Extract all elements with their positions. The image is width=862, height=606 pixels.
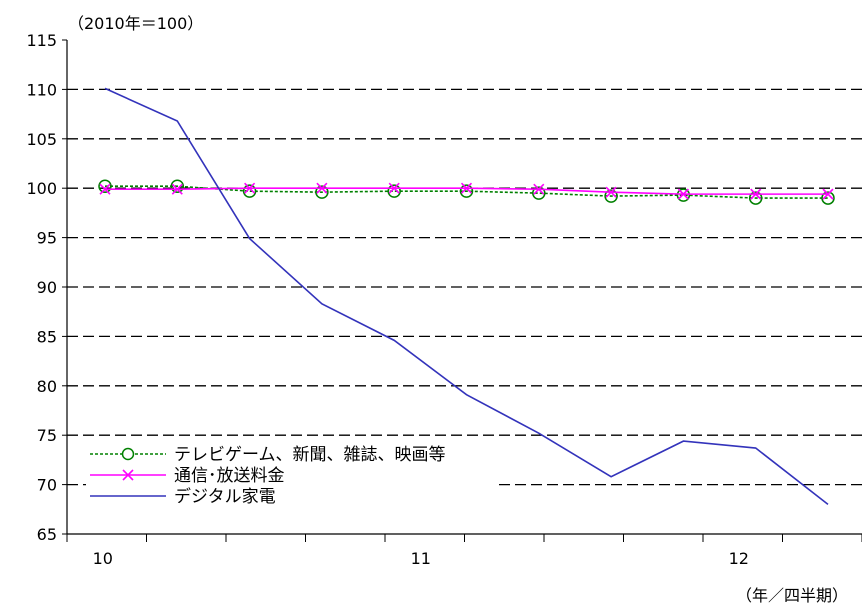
series-point-circle	[387, 184, 401, 198]
series-point-circle	[170, 179, 185, 193]
x-tick-label: 12	[729, 549, 749, 568]
series-point-x	[99, 183, 111, 195]
y-tick-label: 100	[26, 179, 57, 198]
legend-bg	[86, 444, 496, 465]
series-point-circle	[748, 191, 763, 205]
series-point-x	[605, 186, 617, 198]
series-point-x	[677, 188, 689, 200]
y-tick-label: 75	[37, 426, 57, 445]
series-point-circle	[98, 179, 112, 193]
y-tick-label: 95	[37, 229, 57, 248]
y-tick-label: 80	[37, 377, 57, 396]
y-tick-label: 105	[26, 130, 57, 149]
series-point-x	[822, 188, 834, 200]
legend-marker-x	[122, 469, 134, 481]
y-tick-label: 85	[37, 327, 57, 346]
legend-marker-circle	[121, 447, 135, 461]
x-tick-label: 10	[93, 549, 113, 568]
series-line-2	[104, 87, 829, 505]
series-point-x	[388, 182, 400, 194]
series-line-0	[105, 185, 828, 199]
series-point-circle	[676, 188, 691, 202]
series-point-circle	[821, 191, 835, 205]
legend-bg	[86, 486, 496, 507]
y-tick-label: 65	[37, 525, 57, 544]
y-tick-label: 90	[37, 278, 57, 297]
x-unit-label: （年／四半期）	[736, 586, 849, 605]
series-point-circle	[242, 184, 257, 198]
series-point-x	[316, 182, 328, 194]
legend-label: 通信･放送料金	[174, 466, 285, 486]
series-point-x	[460, 182, 473, 194]
series-point-circle	[459, 184, 474, 198]
series-point-circle	[604, 189, 618, 203]
series-point-x	[750, 188, 762, 200]
legend-label: デジタル家電	[174, 486, 276, 507]
legend-bg	[86, 465, 496, 486]
y-tick-label: 110	[26, 80, 57, 99]
legend-label: テレビゲーム、新聞、雑誌、映画等	[174, 445, 446, 465]
series-point-x	[171, 183, 183, 195]
series-point-circle	[315, 185, 329, 199]
series-point-x	[244, 182, 256, 194]
y-unit-label: （2010年＝100）	[68, 14, 204, 33]
series-point-circle	[532, 186, 546, 200]
series-point-x	[533, 183, 545, 195]
x-tick-label: 11	[411, 549, 431, 568]
y-tick-label: 115	[26, 31, 57, 50]
y-tick-label: 70	[37, 476, 57, 495]
